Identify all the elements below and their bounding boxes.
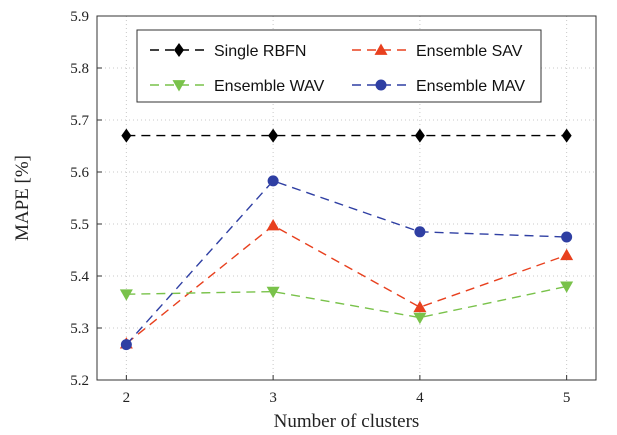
legend-item: Ensemble SAV bbox=[352, 43, 523, 60]
data-point bbox=[267, 175, 279, 187]
legend-swatch-marker bbox=[374, 43, 388, 55]
legend-label: Ensemble SAV bbox=[416, 43, 523, 60]
legend-swatch-marker bbox=[174, 43, 184, 57]
data-point bbox=[268, 128, 279, 143]
series-ensemble-sav bbox=[119, 219, 574, 349]
data-point bbox=[413, 300, 427, 313]
legend-item: Ensemble WAV bbox=[150, 78, 325, 95]
legend: Single RBFN Ensemble SAV Ensemble WAV Ensem… bbox=[136, 29, 542, 103]
series-line bbox=[125, 180, 567, 346]
y-tick-label: 5.5 bbox=[70, 217, 89, 233]
series-ensemble-mav bbox=[120, 175, 573, 351]
x-tick-label: 2 bbox=[123, 390, 131, 406]
legend-label: Ensemble WAV bbox=[214, 78, 325, 95]
x-axis-label: Number of clusters bbox=[274, 411, 420, 432]
data-point bbox=[561, 128, 572, 143]
plot-frame bbox=[96, 15, 597, 381]
legend-label: Single RBFN bbox=[214, 43, 306, 60]
data-point bbox=[414, 226, 426, 238]
legend-swatch-marker bbox=[375, 79, 387, 91]
data-point bbox=[413, 312, 427, 325]
y-tick-label: 5.2 bbox=[70, 373, 89, 389]
data-point bbox=[561, 231, 573, 243]
y-axis-label: MAPE [%] bbox=[12, 155, 33, 241]
y-tick-label: 5.8 bbox=[70, 61, 89, 77]
legend-label: Ensemble MAV bbox=[416, 78, 525, 95]
legend-box bbox=[136, 29, 542, 103]
x-tick-label: 5 bbox=[563, 390, 571, 406]
y-tick-label: 5.9 bbox=[70, 9, 89, 25]
data-point bbox=[119, 289, 133, 301]
y-tick-label: 5.6 bbox=[70, 165, 89, 181]
series-line bbox=[125, 224, 567, 345]
y-tick-label: 5.7 bbox=[70, 113, 89, 129]
data-point bbox=[560, 248, 574, 261]
legend-item: Single RBFN bbox=[150, 43, 306, 60]
data-point bbox=[120, 339, 132, 351]
data-point bbox=[560, 281, 574, 293]
x-tick-label: 3 bbox=[269, 390, 277, 406]
y-tick-label: 5.3 bbox=[70, 321, 89, 337]
legend-swatch-marker bbox=[172, 80, 186, 92]
data-point bbox=[266, 286, 280, 299]
y-tick-label: 5.4 bbox=[70, 269, 89, 285]
legend-item: Ensemble MAV bbox=[352, 78, 525, 95]
data-point bbox=[121, 128, 132, 143]
series-single-rbfn bbox=[121, 128, 572, 143]
axis-ticks: 5.2 5.3 5.4 5.5 5.6 5.7 5.8 5.9 2 3 4 5 bbox=[70, 9, 570, 406]
series-ensemble-wav bbox=[119, 281, 574, 325]
series-line bbox=[126, 285, 567, 319]
series-layer bbox=[119, 128, 574, 351]
x-tick-label: 4 bbox=[416, 390, 424, 406]
data-point bbox=[414, 128, 425, 143]
data-point bbox=[266, 219, 280, 231]
